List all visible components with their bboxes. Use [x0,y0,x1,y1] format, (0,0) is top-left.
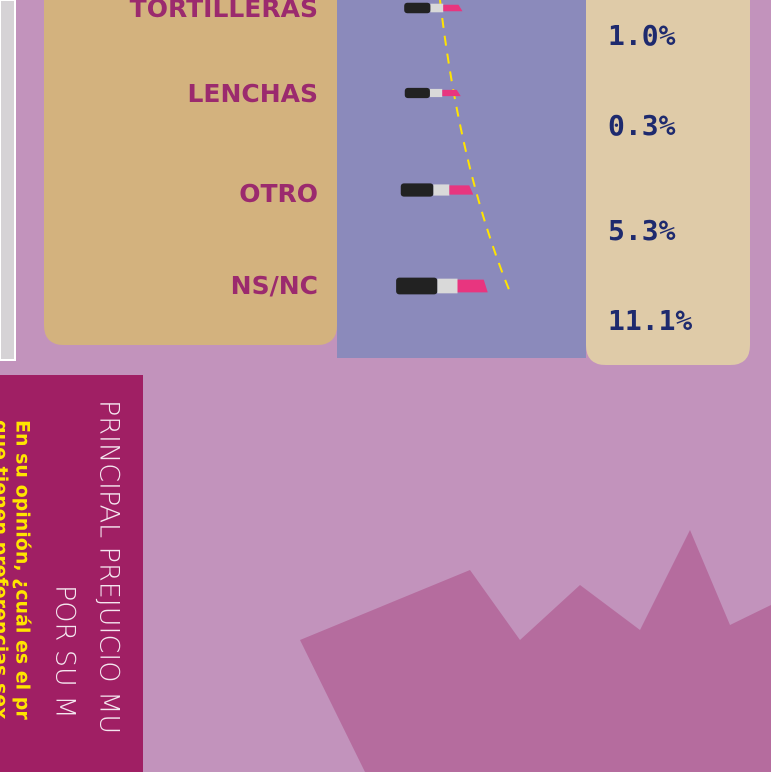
lipstick-band [429,88,443,98]
value-label: 0.3% [608,109,676,142]
lipstick-case [404,2,431,14]
lipstick [404,2,463,14]
lipstick-tip [457,279,488,293]
side-panel [0,0,16,361]
lipstick-tip [449,185,474,195]
category-label: TORTILLERAS [130,0,318,23]
lipstick-band [437,278,458,294]
value-label: 1.0% [608,19,676,52]
title-band [0,375,143,772]
category-label: LENCHAS [187,79,318,108]
lipstick [396,277,488,295]
star-shape [300,530,771,772]
lipstick-tip [442,89,461,97]
lipstick-band [433,184,450,196]
question-line: En su opinión, ¿cuál es el pr [12,420,34,720]
lipstick [400,183,474,197]
lipstick-case [396,277,438,295]
dashed-curve [439,0,511,293]
value-label: 5.3% [608,214,676,247]
question-line: que tienen preferencias sex [0,420,12,719]
title-line: PRINCIPAL PREJUICIO MU [94,400,125,734]
lipstick-panel [337,0,586,358]
category-label: NS/NC [231,271,318,300]
category-panel [44,0,337,345]
lipstick [404,87,461,99]
lipstick-case [404,87,430,99]
value-panel [586,0,750,365]
lipstick-tip [443,4,463,12]
category-label: OTRO [239,179,318,208]
lipstick-case [400,183,434,197]
value-label: 11.1% [608,304,692,337]
title-line: POR SU M [50,585,81,719]
lipstick-band [430,3,444,13]
